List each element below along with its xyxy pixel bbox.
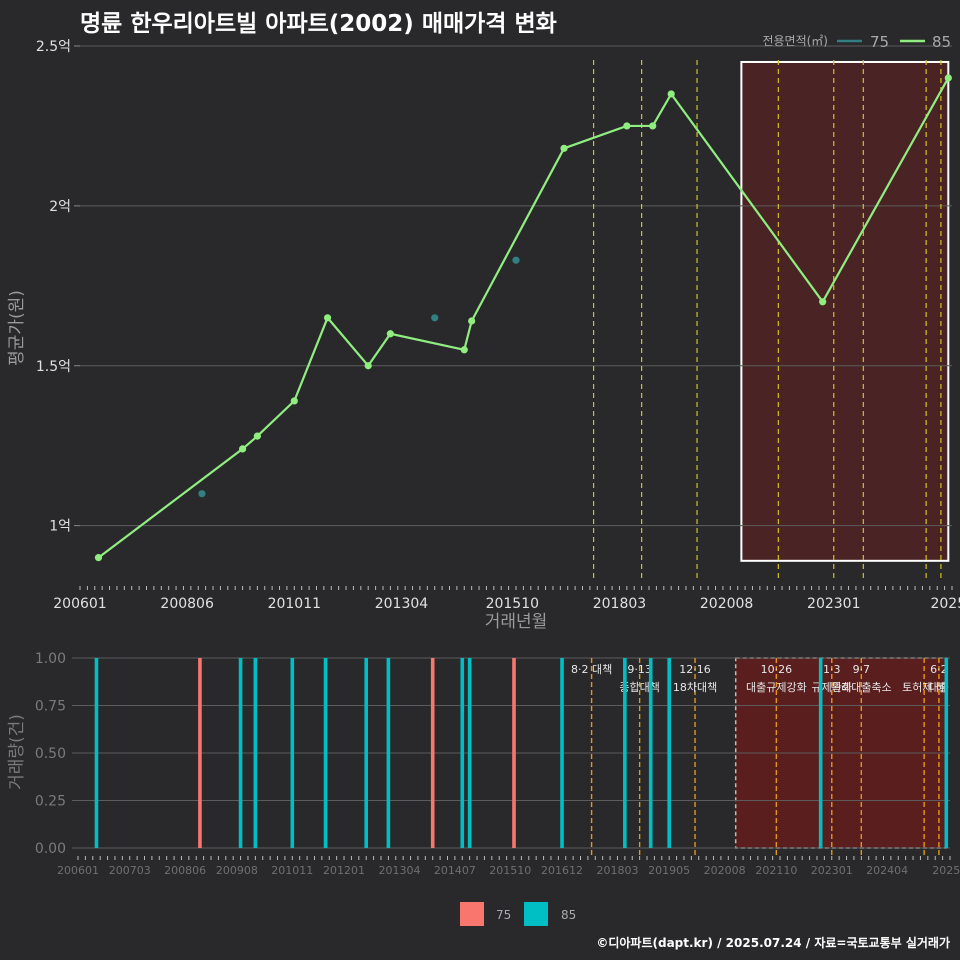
bottom-y-tick-label: 0.00 [35,841,66,857]
bar-85 [94,658,99,848]
policy-date-label: 1·3 [823,663,841,676]
series-85-point [364,362,372,370]
policy-name-label: 대출 [929,681,949,694]
bar-85 [648,658,653,848]
bottom-legend-75-swatch [460,902,484,926]
policy-date-label: 8·2 대책 [571,663,612,676]
policy-date-label: 9·7 [853,663,871,676]
bar-85 [290,658,295,848]
bottom-legend-85-label: 85 [561,908,576,922]
bottom-x-tick-label: 201803 [596,864,638,877]
series-85-point [623,122,631,130]
series-85-point [238,445,247,453]
bar-85 [467,658,472,848]
source-footer: ©디아파트(dapt.kr) / 2025.07.24 / 자료=국토교통부 실… [596,936,950,950]
chart-title: 명륜 한우리아트빌 아파트(2002) 매매가격 변화 [80,11,557,37]
bottom-x-tick-label: 202110 [755,864,797,877]
policy-name-label: 특례대출축소 [831,681,892,694]
bar-85 [623,658,627,848]
x-tick-label: 200601 [53,596,106,612]
y-tick-label: 2억 [49,199,71,215]
bar-85 [460,658,465,848]
bottom-y-tick-label: 1.00 [35,651,66,667]
series-85-point [667,90,675,98]
legend-85-label: 85 [932,33,951,51]
series-85-point [323,314,332,322]
legend-title: 전용면적(㎡) [762,34,828,48]
bar-75 [198,658,202,848]
series-85-point [94,554,103,562]
bottom-x-tick-label: 201407 [434,864,476,877]
x-tick-label: 2025 [930,596,960,612]
bottom-x-tick-label: 2025 [932,864,960,877]
highlight-period-box [740,60,950,562]
y-tick-label: 1억 [49,519,71,535]
series-85-point [386,330,394,338]
bar-85 [386,658,391,848]
series-75-point [431,314,439,322]
policy-date-label: 6·2 [930,663,948,676]
series-85-point [290,397,298,405]
bottom-x-tick-label: 201510 [489,864,531,877]
bottom-y-tick-label: 0.75 [35,699,66,715]
bar-85 [560,658,564,848]
legend-75-label: 75 [870,33,889,51]
bottom-y-axis-title: 거래량(건) [7,714,27,790]
bottom-x-tick-label: 202404 [866,864,908,877]
y-axis-title: 평균가(원) [7,290,27,366]
bottom-x-tick-label: 201304 [378,864,420,877]
bar-85 [667,658,671,848]
bottom-x-tick-label: 202301 [811,864,853,877]
bar-85 [818,658,823,848]
series-85-point [460,346,468,354]
bottom-x-tick-label: 201201 [323,864,365,877]
y-tick-label: 1.5억 [36,359,71,375]
bottom-x-tick-label: 200908 [216,864,258,877]
bottom-y-tick-label: 0.25 [35,794,66,810]
series-85-point [944,74,952,82]
bottom-x-tick-label: 201612 [541,864,583,877]
x-axis-title: 거래년월 [485,612,548,632]
bar-85 [238,658,243,848]
y-tick-label: 2.5억 [36,39,71,55]
x-tick-label: 201510 [486,596,539,612]
x-tick-label: 201011 [268,596,321,612]
policy-date-label: 10·26 [761,663,793,676]
series-75-point [512,256,520,264]
bar-75 [512,658,516,848]
bottom-x-tick-label: 200806 [164,864,206,877]
x-tick-label: 201803 [593,596,646,612]
bar-75 [430,658,435,848]
bottom-x-tick-label: 200703 [109,864,151,877]
series-85-point [560,144,568,152]
x-tick-label: 202008 [700,596,753,612]
policy-date-label: 9·13 [627,663,652,676]
series-85-point [649,122,657,130]
x-tick-label: 200806 [160,596,214,612]
x-tick-label: 201304 [375,596,429,612]
bar-85 [944,658,949,848]
bottom-legend-75-label: 75 [496,908,511,922]
policy-name-label: 18차대책 [673,681,717,694]
bottom-legend-85-swatch [524,902,548,926]
bottom-x-tick-label: 201905 [648,864,690,877]
policy-name-label: 토허제 해 [902,680,946,694]
series-85-point [468,317,476,325]
policy-name-label: 대출규제강화 [746,681,807,694]
bar-85 [253,658,258,848]
x-tick-label: 202301 [807,596,860,612]
series-75-point [198,490,206,498]
bottom-x-tick-label: 201011 [271,864,313,877]
bottom-y-tick-label: 0.50 [35,746,66,762]
bar-85 [323,658,328,848]
bottom-x-tick-label: 200601 [57,864,99,877]
policy-date-label: 12·16 [679,663,711,676]
bottom-x-tick-label: 202008 [704,864,746,877]
series-85-point [253,432,261,440]
bar-85 [364,658,369,848]
series-85-point [819,298,827,306]
